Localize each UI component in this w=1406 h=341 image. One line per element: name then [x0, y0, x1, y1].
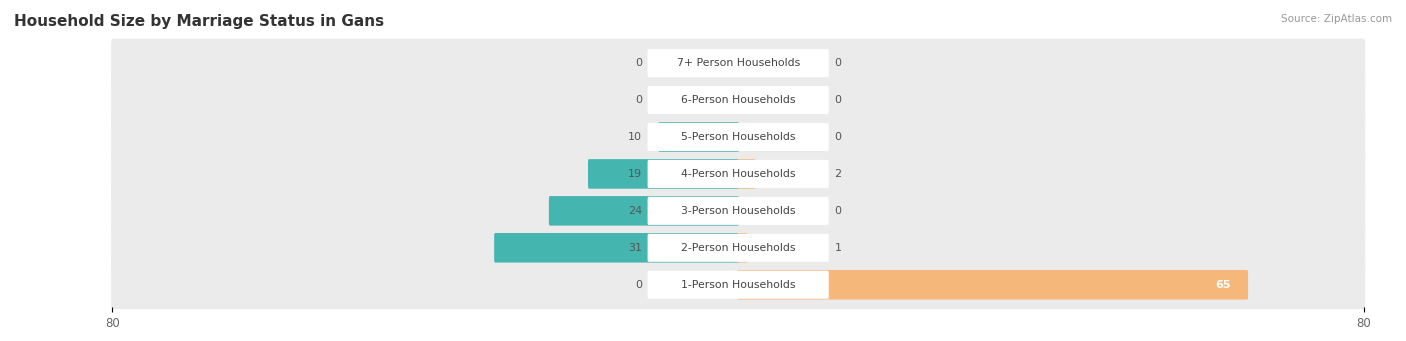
FancyBboxPatch shape: [111, 223, 1365, 272]
FancyBboxPatch shape: [648, 49, 828, 77]
Text: 6-Person Households: 6-Person Households: [681, 95, 796, 105]
FancyBboxPatch shape: [588, 159, 740, 189]
FancyBboxPatch shape: [648, 160, 828, 188]
FancyBboxPatch shape: [111, 76, 1365, 124]
Text: 2: 2: [834, 169, 841, 179]
Text: 19: 19: [628, 169, 643, 179]
FancyBboxPatch shape: [648, 234, 828, 262]
FancyBboxPatch shape: [658, 122, 740, 152]
Text: 10: 10: [628, 132, 643, 142]
Text: 3-Person Households: 3-Person Households: [681, 206, 796, 216]
FancyBboxPatch shape: [111, 39, 1365, 87]
Text: 0: 0: [834, 206, 841, 216]
Text: 0: 0: [834, 95, 841, 105]
Text: 65: 65: [1215, 280, 1230, 290]
Text: 7+ Person Households: 7+ Person Households: [676, 58, 800, 68]
FancyBboxPatch shape: [111, 261, 1365, 309]
FancyBboxPatch shape: [111, 149, 1365, 198]
Text: 24: 24: [627, 206, 643, 216]
FancyBboxPatch shape: [648, 123, 828, 151]
Text: 5-Person Households: 5-Person Households: [681, 132, 796, 142]
Text: 0: 0: [636, 58, 643, 68]
Text: 0: 0: [834, 132, 841, 142]
Text: 4-Person Households: 4-Person Households: [681, 169, 796, 179]
Text: 1: 1: [834, 243, 841, 253]
Text: 31: 31: [628, 243, 643, 253]
FancyBboxPatch shape: [648, 271, 828, 299]
Text: 1-Person Households: 1-Person Households: [681, 280, 796, 290]
FancyBboxPatch shape: [548, 196, 740, 226]
FancyBboxPatch shape: [737, 233, 748, 263]
Text: Household Size by Marriage Status in Gans: Household Size by Marriage Status in Gan…: [14, 14, 384, 29]
FancyBboxPatch shape: [494, 233, 740, 263]
FancyBboxPatch shape: [111, 113, 1365, 161]
Text: 0: 0: [834, 58, 841, 68]
FancyBboxPatch shape: [737, 159, 755, 189]
FancyBboxPatch shape: [648, 197, 828, 225]
Text: 0: 0: [636, 280, 643, 290]
Text: Source: ZipAtlas.com: Source: ZipAtlas.com: [1281, 14, 1392, 24]
FancyBboxPatch shape: [737, 270, 1249, 299]
Text: 0: 0: [636, 95, 643, 105]
Text: 2-Person Households: 2-Person Households: [681, 243, 796, 253]
FancyBboxPatch shape: [111, 187, 1365, 235]
FancyBboxPatch shape: [648, 86, 828, 114]
